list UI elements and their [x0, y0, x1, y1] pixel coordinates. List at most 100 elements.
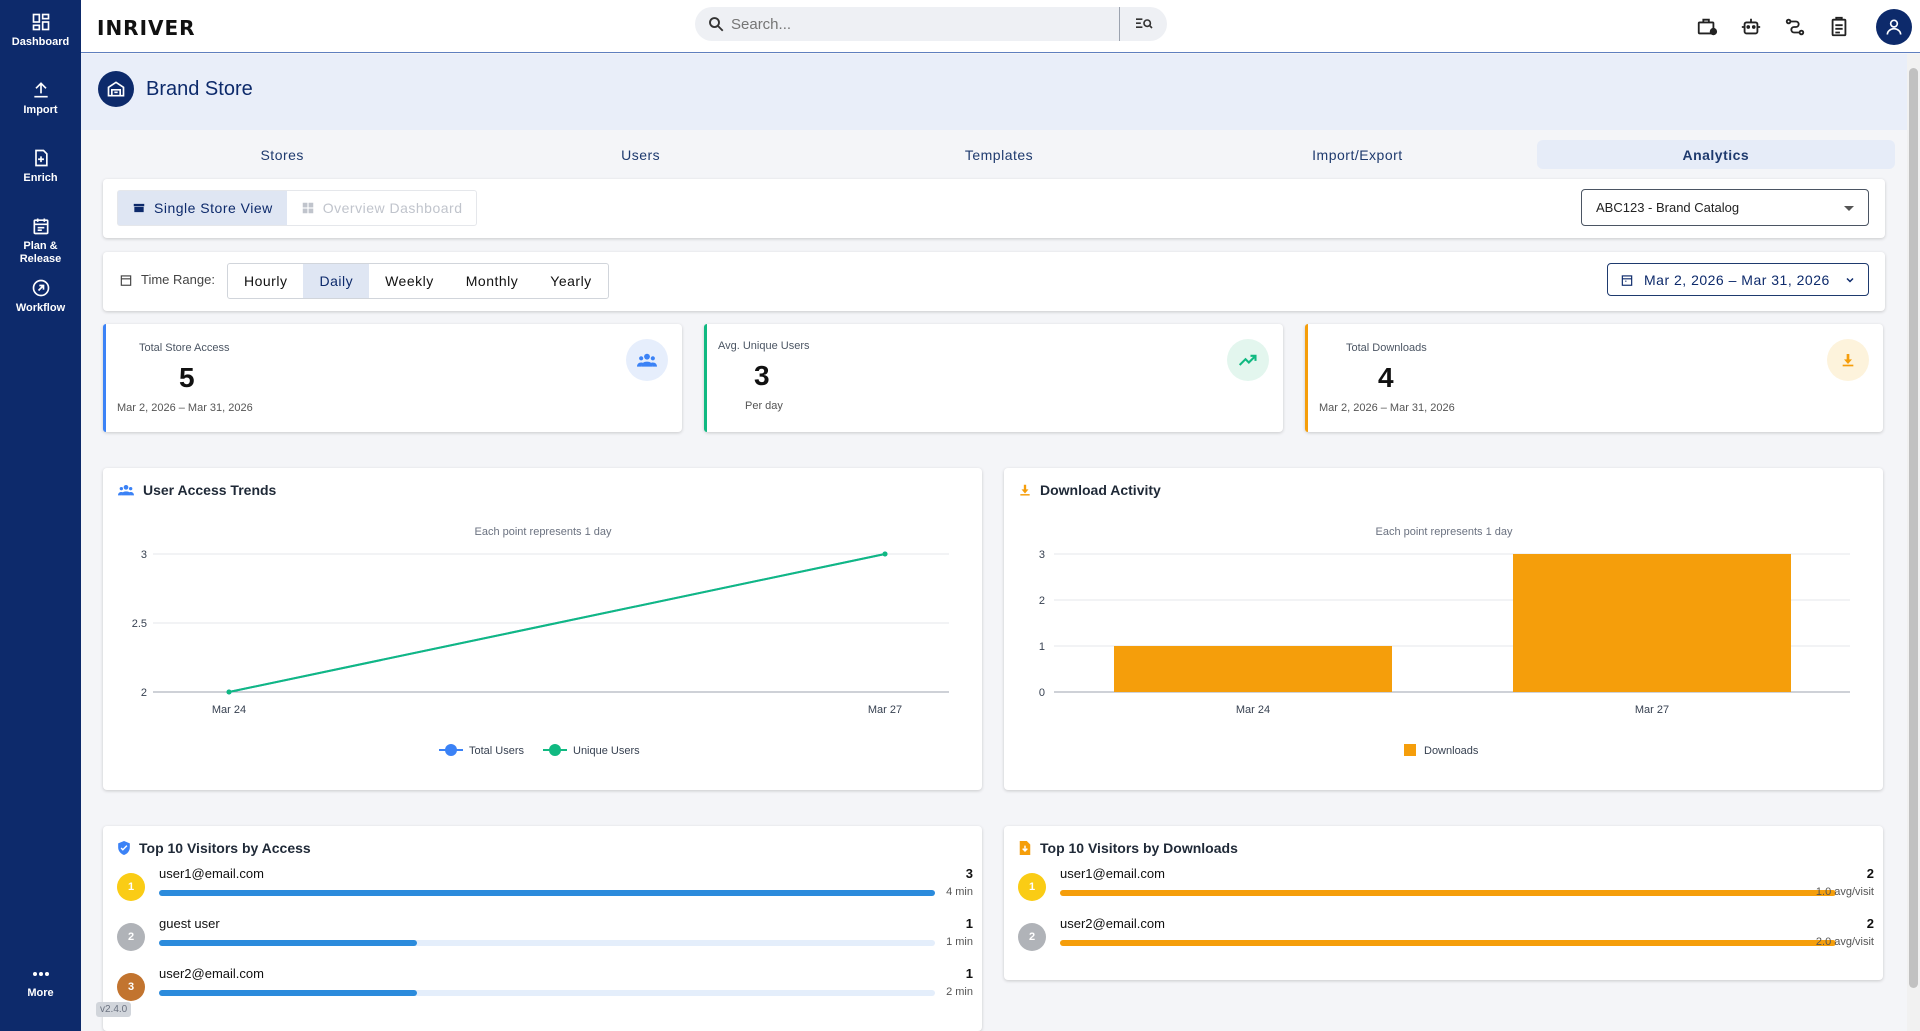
list-item[interactable]: 2 guest user 1 1 min — [117, 916, 973, 966]
advanced-search-button[interactable] — [1119, 7, 1167, 41]
legend-marker-downloads — [1404, 744, 1416, 756]
chevron-down-icon — [1844, 206, 1854, 211]
rank-badge: 3 — [117, 973, 145, 1001]
kpi-label: Total Downloads — [1346, 342, 1427, 354]
chart-subtitle: Each point represents 1 day — [475, 526, 612, 538]
download-icon — [1020, 484, 1030, 496]
kpi-label: Total Store Access — [139, 342, 230, 354]
user-avatar[interactable] — [1876, 8, 1912, 45]
robot-icon[interactable] — [1740, 16, 1762, 38]
calendar-small-icon — [120, 274, 132, 286]
tab-users[interactable]: Users — [621, 146, 661, 163]
list-item[interactable]: 2 user2@email.com 2 2.0 avg/visit — [1018, 916, 1874, 966]
nav-import-label: Import — [23, 104, 58, 116]
progress-fill — [1060, 890, 1836, 896]
nav-workflow[interactable]: Workflow — [0, 266, 81, 334]
scrollbar-thumb[interactable] — [1909, 68, 1918, 988]
range-hourly-button[interactable]: Hourly — [244, 273, 288, 289]
chart-title-text: Download Activity — [1040, 482, 1161, 498]
date-range-picker[interactable]: Mar 2, 2026 – Mar 31, 2026 — [1607, 263, 1869, 296]
time-range-options: Hourly Daily Weekly Monthly Yearly — [227, 263, 609, 299]
date-range-text: Mar 2, 2026 – Mar 31, 2026 — [1644, 271, 1830, 288]
time-range-card: Time Range: Hourly Daily Weekly Monthly … — [103, 252, 1885, 311]
chart-title: Download Activity — [1018, 482, 1161, 498]
range-yearly-button[interactable]: Yearly — [550, 273, 592, 289]
y-tick-label: 3 — [141, 549, 147, 561]
single-store-view-button[interactable]: Single Store View — [118, 191, 287, 225]
store-select[interactable]: ABC123 - Brand Catalog — [1581, 189, 1869, 226]
nav-more-label: More — [27, 987, 54, 999]
data-point — [226, 689, 232, 695]
workflow-icon — [32, 279, 49, 297]
rank-badge: 1 — [117, 873, 145, 901]
briefcase-icon[interactable] — [1696, 16, 1718, 38]
search-input[interactable] — [731, 7, 1111, 41]
sidebar: Dashboard Import Enrich Plan & Release W… — [0, 0, 81, 1031]
app-logo[interactable]: INRIVER — [97, 16, 196, 40]
tab-import-export[interactable]: Import/Export — [1312, 146, 1403, 163]
kpi-total-store-access: Total Store Access 5 Mar 2, 2026 – Mar 3… — [103, 324, 682, 432]
progress-track — [1060, 940, 1836, 946]
range-weekly-button[interactable]: Weekly — [385, 273, 434, 289]
kpi-sub: Per day — [745, 400, 783, 412]
visitor-name: guest user — [159, 916, 220, 931]
progress-fill — [159, 890, 935, 896]
page-scrollbar[interactable] — [1907, 54, 1920, 1031]
visitor-meta: 2 min — [946, 986, 973, 998]
x-tick-label: Mar 24 — [212, 704, 246, 716]
more-dots-icon — [32, 972, 49, 976]
range-daily-button[interactable]: Daily — [303, 264, 370, 298]
list-item[interactable]: 1 user1@email.com 3 4 min — [117, 866, 973, 916]
visitor-meta: 1.0 avg/visit — [1815, 886, 1874, 898]
visitor-name: user2@email.com — [1060, 916, 1165, 931]
kpi-accent-bar — [1305, 324, 1308, 432]
list-title: Top 10 Visitors by Downloads — [1018, 840, 1238, 856]
tab-templates[interactable]: Templates — [964, 146, 1034, 163]
y-tick-label: 0 — [1039, 687, 1045, 699]
calendar-date-icon — [1621, 274, 1633, 286]
version-badge: v2.4.0 — [96, 1002, 132, 1017]
tab-stores[interactable]: Stores — [260, 146, 304, 163]
nav-dashboard[interactable]: Dashboard — [0, 0, 81, 68]
overview-dashboard-button[interactable]: Overview Dashboard — [287, 191, 477, 225]
store-icon — [98, 71, 134, 107]
kpi-avg-unique-users: Avg. Unique Users 3 Per day — [704, 324, 1283, 432]
visitor-count: 1 — [965, 916, 973, 931]
dashboard-icon — [32, 13, 49, 31]
tab-analytics[interactable]: Analytics — [1536, 140, 1896, 169]
chart-legend: Downloads — [1404, 744, 1479, 757]
visitor-name: user2@email.com — [159, 966, 264, 981]
nav-plan-release[interactable]: Plan & Release — [0, 204, 81, 266]
time-range-text: Time Range: — [141, 272, 215, 287]
progress-fill — [159, 990, 417, 996]
progress-fill — [159, 940, 417, 946]
nav-import[interactable]: Import — [0, 68, 81, 136]
user-icon — [1886, 19, 1902, 35]
kpi-accent-bar — [704, 324, 707, 432]
rank-badge: 2 — [117, 923, 145, 951]
range-monthly-button[interactable]: Monthly — [465, 273, 519, 289]
nav-more[interactable]: More — [0, 969, 81, 999]
clipboard-icon[interactable] — [1828, 16, 1850, 38]
top-actions — [1696, 0, 1920, 53]
progress-track — [159, 890, 935, 896]
legend-downloads: Downloads — [1424, 745, 1479, 757]
line-chart: Each point represents 1 day 2 2.5 3 Mar 24… — [132, 526, 949, 757]
users-group-icon — [637, 353, 657, 367]
y-tick-label: 2 — [1039, 595, 1045, 607]
data-point — [882, 551, 888, 557]
advanced-search-icon — [1135, 18, 1153, 29]
nav-plan-release-label: Plan & Release — [19, 240, 62, 265]
file-download-icon — [1019, 841, 1031, 855]
x-tick-label: Mar 27 — [868, 704, 902, 716]
chart-subtitle: Each point represents 1 day — [1376, 526, 1513, 538]
nav-workflow-label: Workflow — [15, 302, 66, 314]
kpi-sub: Mar 2, 2026 – Mar 31, 2026 — [1319, 402, 1455, 414]
list-item[interactable]: 3 user2@email.com 1 2 min — [117, 966, 973, 1016]
visitor-name: user1@email.com — [1060, 866, 1165, 881]
users-group-icon — [118, 485, 134, 496]
list-item[interactable]: 1 user1@email.com 2 1.0 avg/visit — [1018, 866, 1874, 916]
connections-icon[interactable] — [1784, 16, 1806, 38]
search-icon — [709, 17, 724, 32]
nav-enrich[interactable]: Enrich — [0, 136, 81, 204]
